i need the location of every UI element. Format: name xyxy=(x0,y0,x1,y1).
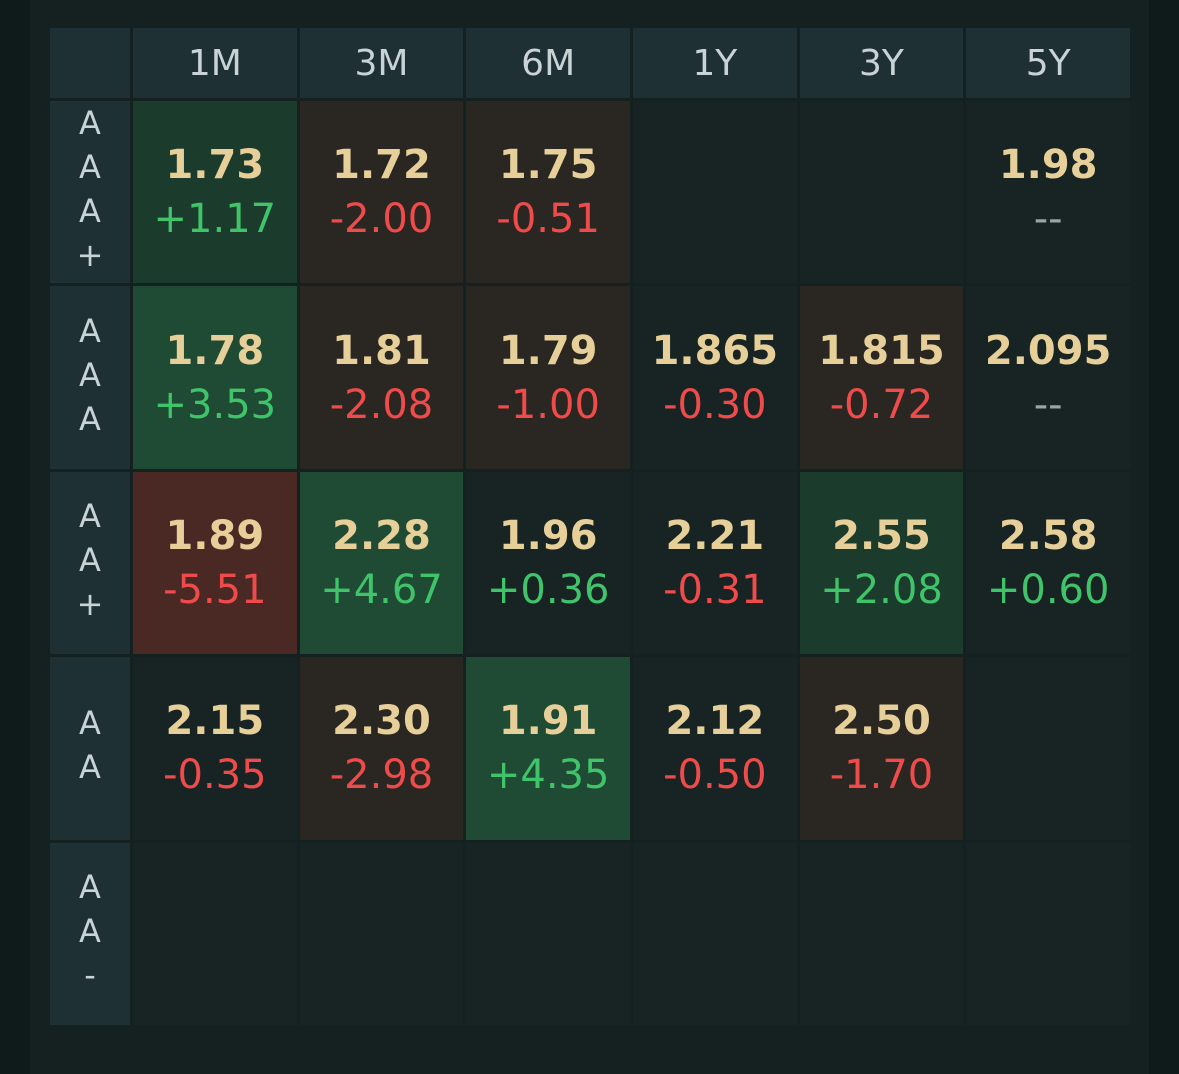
cell-yield-value: 2.55 xyxy=(832,512,931,559)
heatmap-cell[interactable]: 1.73 +1.17 xyxy=(133,101,297,284)
cell-yield-value: 1.865 xyxy=(651,327,779,374)
row-header[interactable]: AAA+ xyxy=(50,101,130,284)
column-header-1y[interactable]: 1Y xyxy=(633,28,797,98)
heatmap-cell[interactable]: 2.28 +4.67 xyxy=(299,471,464,655)
heatmap-cell[interactable] xyxy=(633,101,797,284)
cell-change-value: -0.51 xyxy=(496,196,600,243)
heatmap-cell[interactable] xyxy=(966,657,1130,840)
heatmap-cell[interactable]: 2.55 +2.08 xyxy=(799,471,964,655)
heatmap-cell[interactable] xyxy=(799,101,964,284)
cell-yield-value: 1.98 xyxy=(998,142,1098,189)
row-header-label: AAA xyxy=(71,311,109,444)
cell-change-value: +2.08 xyxy=(820,566,943,613)
row-header[interactable]: AA+ xyxy=(50,471,130,655)
cell-yield-value: 2.12 xyxy=(665,698,765,745)
heatmap-cell[interactable]: 1.96 +0.36 xyxy=(466,471,630,655)
cell-change-value: +4.35 xyxy=(486,752,610,799)
cell-change-value: -5.51 xyxy=(163,566,267,613)
cell-yield-value: 1.91 xyxy=(498,698,598,745)
cell-change-value: -2.98 xyxy=(329,752,434,799)
cell-change-value: -0.72 xyxy=(829,381,934,428)
cell-change-value: -2.08 xyxy=(329,381,434,428)
heatmap-cell[interactable]: 1.89 -5.51 xyxy=(133,471,297,655)
cell-yield-value: 2.21 xyxy=(665,512,765,559)
heatmap-cell[interactable]: 1.72 -2.00 xyxy=(299,101,464,284)
heatmap-cell[interactable]: 1.81 -2.08 xyxy=(299,286,464,469)
cell-yield-value: 1.79 xyxy=(498,327,598,374)
cell-change-value: -1.00 xyxy=(496,381,600,428)
heatmap-cell[interactable]: 1.78 +3.53 xyxy=(133,286,297,469)
cell-change-value: +0.36 xyxy=(486,566,610,613)
heatmap-cell[interactable]: 2.58 +0.60 xyxy=(966,471,1130,655)
column-header-3m[interactable]: 3M xyxy=(299,28,464,98)
cell-change-value: -0.35 xyxy=(163,752,267,799)
heatmap-cell[interactable]: 2.095 -- xyxy=(966,286,1130,469)
cell-change-value: +3.53 xyxy=(153,381,277,428)
heatmap-cell[interactable]: 1.91 +4.35 xyxy=(466,657,630,840)
row-header-label: AA+ xyxy=(71,496,109,629)
row-header[interactable]: AA xyxy=(50,657,130,840)
cell-yield-value: 2.30 xyxy=(332,698,431,745)
cell-yield-value: 1.815 xyxy=(818,327,945,374)
heatmap-cell[interactable] xyxy=(799,842,964,1025)
cell-yield-value: 1.89 xyxy=(165,512,265,559)
heatmap-cell[interactable]: 1.75 -0.51 xyxy=(466,101,630,284)
cell-change-value: -2.00 xyxy=(329,196,434,243)
cell-change-value: +0.60 xyxy=(986,566,1110,613)
heatmap-cell[interactable]: 2.30 -2.98 xyxy=(299,657,464,840)
grid-corner xyxy=(50,28,130,98)
cell-yield-value: 2.15 xyxy=(165,698,265,745)
heatmap-cell[interactable]: 1.79 -1.00 xyxy=(466,286,630,469)
heatmap-cell[interactable] xyxy=(466,842,630,1025)
cell-change-value: +1.17 xyxy=(153,196,277,243)
heatmap-cell[interactable]: 1.815 -0.72 xyxy=(799,286,964,469)
row-header-label: AA- xyxy=(71,867,109,1000)
heatmap-cell[interactable]: 2.21 -0.31 xyxy=(633,471,797,655)
cell-yield-value: 2.095 xyxy=(984,327,1112,374)
cell-change-value: -1.70 xyxy=(829,752,934,799)
cell-change-value: -- xyxy=(1033,196,1063,243)
cell-yield-value: 1.73 xyxy=(165,142,265,189)
cell-yield-value: 1.78 xyxy=(165,327,265,374)
cell-yield-value: 1.75 xyxy=(498,142,598,189)
yield-heatmap-grid: 1M 3M 6M 1Y 3Y 5Y AAA+ 1.73 +1.17 1.72 -2.00 1.75 -0… xyxy=(50,28,1130,1025)
cell-change-value: -0.50 xyxy=(663,752,767,799)
cell-yield-value: 1.81 xyxy=(332,327,431,374)
cell-yield-value: 1.96 xyxy=(498,512,598,559)
row-header[interactable]: AAA xyxy=(50,286,130,469)
column-header-6m[interactable]: 6M xyxy=(466,28,630,98)
cell-change-value: -- xyxy=(1033,381,1063,428)
heatmap-cell[interactable]: 2.50 -1.70 xyxy=(799,657,964,840)
column-header-5y[interactable]: 5Y xyxy=(966,28,1130,98)
heatmap-cell[interactable]: 1.98 -- xyxy=(966,101,1130,284)
heatmap-cell[interactable] xyxy=(633,842,797,1025)
heatmap-cell[interactable]: 2.12 -0.50 xyxy=(633,657,797,840)
heatmap-cell[interactable] xyxy=(299,842,464,1025)
heatmap-cell[interactable]: 2.15 -0.35 xyxy=(133,657,297,840)
row-header-label: AAA+ xyxy=(71,104,109,281)
cell-yield-value: 2.28 xyxy=(332,512,431,559)
column-header-3y[interactable]: 3Y xyxy=(799,28,964,98)
cell-change-value: -0.31 xyxy=(663,566,767,613)
heatmap-cell[interactable]: 1.865 -0.30 xyxy=(633,286,797,469)
row-header[interactable]: AA- xyxy=(50,842,130,1025)
cell-yield-value: 2.58 xyxy=(998,512,1098,559)
cell-change-value: -0.30 xyxy=(663,381,767,428)
cell-change-value: +4.67 xyxy=(320,566,443,613)
heatmap-cell[interactable] xyxy=(966,842,1130,1025)
heatmap-cell[interactable] xyxy=(133,842,297,1025)
row-header-label: AA xyxy=(71,704,109,793)
cell-yield-value: 1.72 xyxy=(332,142,431,189)
cell-yield-value: 2.50 xyxy=(832,698,931,745)
column-header-1m[interactable]: 1M xyxy=(133,28,297,98)
